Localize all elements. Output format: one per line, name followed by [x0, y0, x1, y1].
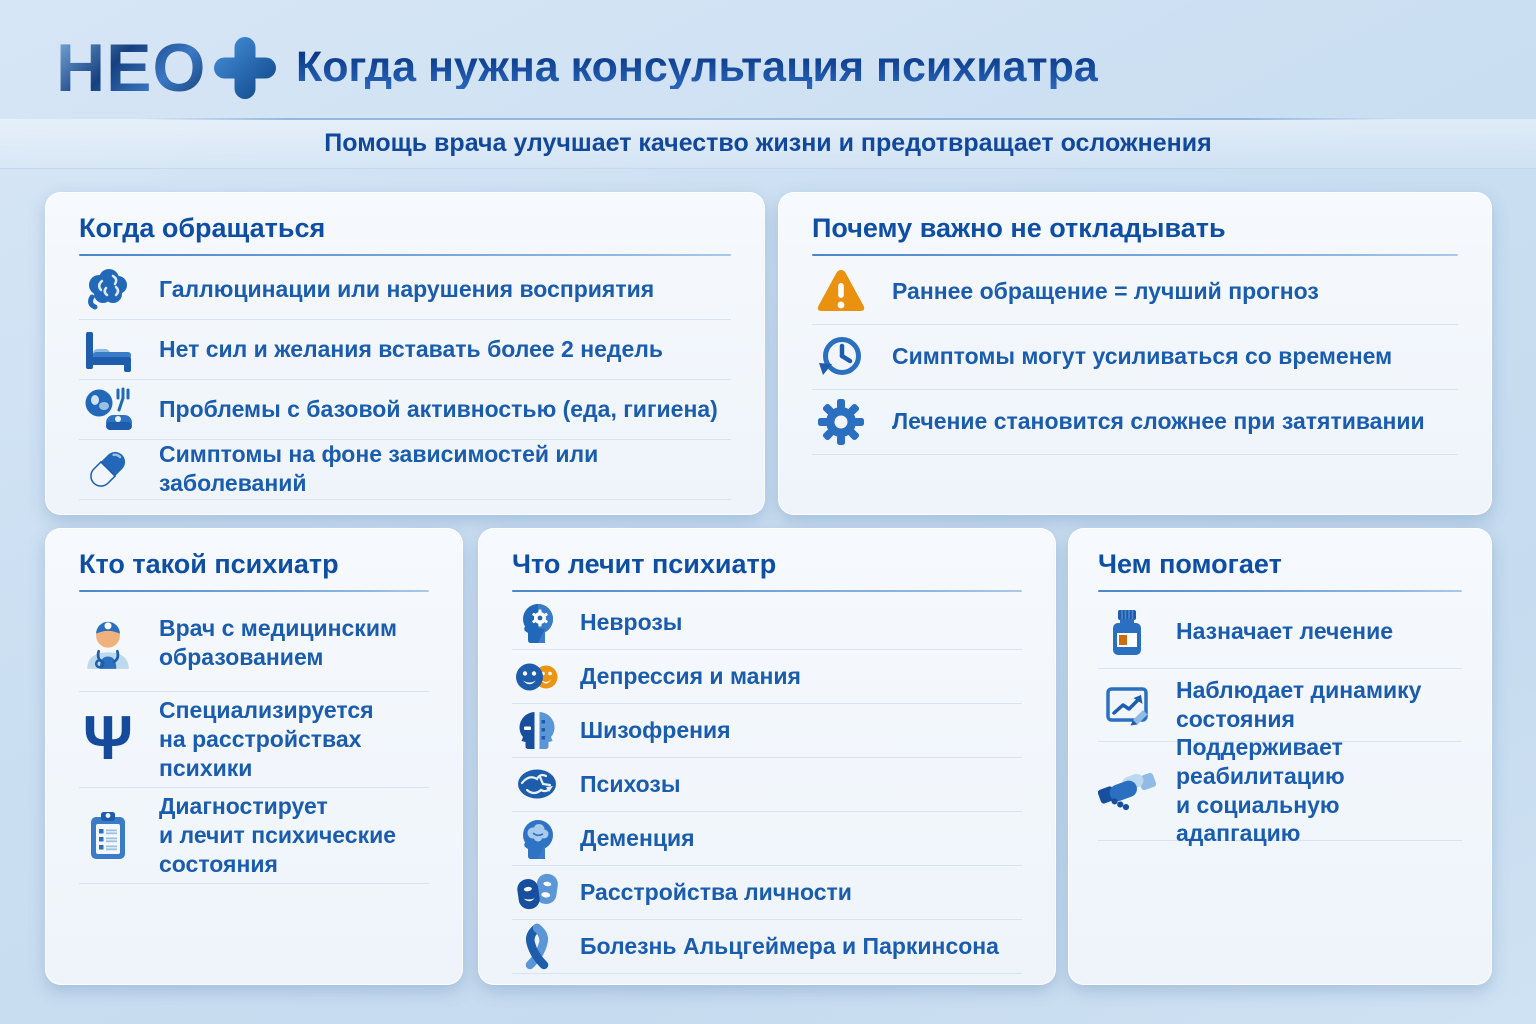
item-text: Симптомы могут усиливаться со временем	[892, 343, 1393, 370]
card-title: Когда обращаться	[79, 213, 326, 243]
split-head-icon	[512, 706, 562, 754]
doctor-icon	[79, 615, 137, 671]
bed-icon	[79, 321, 137, 377]
item-text: Нет сил и желания вставать более 2 недел…	[159, 335, 664, 362]
item-text: Болезнь Альцгеймера и Паркинсона	[580, 932, 999, 959]
theater-masks-icon	[512, 868, 562, 916]
item-text: Неврозы	[580, 608, 683, 635]
card-how-helps: Чем помогает Назначает лечение	[1068, 528, 1492, 985]
clock-history-icon	[812, 329, 870, 385]
title-underline	[79, 253, 731, 256]
list-item: Поддерживает реабилитацию и социальную а…	[1098, 734, 1462, 846]
item-text: Врач с медицинским образованием	[159, 615, 397, 671]
item-text: Галлюцинации или нарушения восприятия	[159, 275, 655, 302]
clipboard-icon	[79, 807, 137, 863]
list-item: Шизофрения	[512, 704, 1022, 758]
item-text: Психозы	[580, 770, 681, 797]
chart-icon	[1098, 677, 1156, 733]
handshake-icon	[1098, 763, 1156, 819]
item-text: Симптомы на фоне зависимостей или заболе…	[159, 441, 599, 497]
item-text: Наблюдает динамику состояния	[1176, 676, 1422, 732]
list-item: Диагностирует и лечит психические состоя…	[79, 788, 429, 884]
list-item: Болезнь Альцгеймера и Паркинсона	[512, 920, 1022, 974]
two-faces-icon	[512, 652, 562, 700]
pill-icon	[79, 441, 137, 497]
item-text: Специализируется на расстройствах психик…	[159, 697, 374, 781]
food-icon	[79, 381, 137, 437]
list-item: Депрессия и мания	[512, 650, 1022, 704]
card-why-not-delay: Почему важно не откладывать Раннее обращ…	[778, 192, 1492, 515]
page-title: Когда нужна консультация психиатра	[296, 43, 1098, 91]
list-item: Проблемы с базовой активностью (еда, гиг…	[79, 380, 731, 440]
logo-plus-icon	[214, 37, 276, 99]
page-subtitle: Помощь врача улучшает качество жизни и п…	[324, 129, 1212, 157]
list-item: Наблюдает динамику состояния	[1098, 669, 1462, 742]
head-brain-icon	[512, 814, 562, 862]
list-item: Неврозы	[512, 596, 1022, 650]
item-text: Расстройства личности	[580, 878, 852, 905]
item-text: Лечение становится сложнее при затятиван…	[892, 408, 1425, 435]
list-item: Раннее обращение = лучший прогноз	[812, 260, 1458, 325]
list-item: Ψ Специализируется на расстройствах псих…	[79, 692, 429, 788]
card-title: Почему важно не откладывать	[812, 213, 1226, 243]
medicine-bottle-icon	[1098, 604, 1156, 660]
list-item: Расстройства личности	[512, 866, 1022, 920]
item-text: Проблемы с базовой активностью (еда, гиг…	[159, 395, 718, 422]
card-who-is-psychiatrist: Кто такой психиатр Врач с медицинским об…	[45, 528, 463, 985]
title-underline	[812, 253, 1458, 256]
logo: НЕО	[56, 30, 276, 106]
item-text: Депрессия и мания	[580, 662, 801, 689]
subtitle-band: Помощь врача улучшает качество жизни и п…	[0, 118, 1536, 169]
brain-fracture-icon	[512, 760, 562, 808]
item-text: Деменция	[580, 824, 695, 851]
card-when-to-seek-help: Когда обращаться Галлюцинации или наруше…	[45, 192, 765, 515]
item-text: Назначает лечение	[1176, 618, 1394, 645]
ribbon-icon	[512, 922, 562, 970]
list-item: Нет сил и желания вставать более 2 недел…	[79, 320, 731, 380]
card-title: Чем помогает	[1098, 549, 1282, 579]
head-gear-icon	[512, 598, 562, 646]
gear-icon	[812, 394, 870, 450]
card-title: Кто такой психиатр	[79, 549, 339, 579]
list-item: Лечение становится сложнее при затятиван…	[812, 390, 1458, 455]
card-what-treats: Что лечит психиатр Невроз	[478, 528, 1056, 985]
brain-icon	[79, 261, 137, 317]
title-underline	[512, 589, 1022, 592]
title-underline	[1098, 589, 1462, 592]
list-item: Назначает лечение	[1098, 596, 1462, 669]
list-item: Деменция	[512, 812, 1022, 866]
item-text: Диагностирует и лечит психические состоя…	[159, 793, 397, 877]
warning-icon	[812, 264, 870, 320]
logo-text: НЕО	[56, 30, 207, 106]
list-item: Симптомы на фоне зависимостей или заболе…	[79, 440, 731, 500]
list-item: Симптомы могут усиливаться со временем	[812, 325, 1458, 390]
list-item: Врач с медицинским образованием	[79, 596, 429, 692]
item-text: Поддерживает реабилитацию и социальную а…	[1176, 734, 1345, 847]
item-text: Шизофрения	[580, 716, 731, 743]
title-underline	[79, 589, 429, 592]
item-text: Раннее обращение = лучший прогноз	[892, 278, 1319, 305]
card-title: Что лечит психиатр	[512, 549, 777, 579]
list-item: Галлюцинации или нарушения восприятия	[79, 260, 731, 320]
psi-icon: Ψ	[82, 704, 134, 774]
list-item: Психозы	[512, 758, 1022, 812]
